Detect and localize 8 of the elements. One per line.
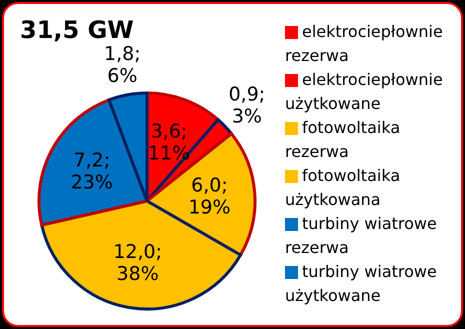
legend-label: turbiny wiatrowe użytkowane [285,262,437,305]
data-label: 6,0; 19% [188,174,231,218]
data-label: 1,8; 6% [104,42,141,87]
data-label: 0,9; 3% [228,83,266,128]
data-label: 12,0; 38% [113,240,162,285]
chart-title: 31,5 GW [20,16,134,44]
data-label: 3,6; 11% [148,120,190,164]
data-label: 7,2; 23% [70,149,113,194]
